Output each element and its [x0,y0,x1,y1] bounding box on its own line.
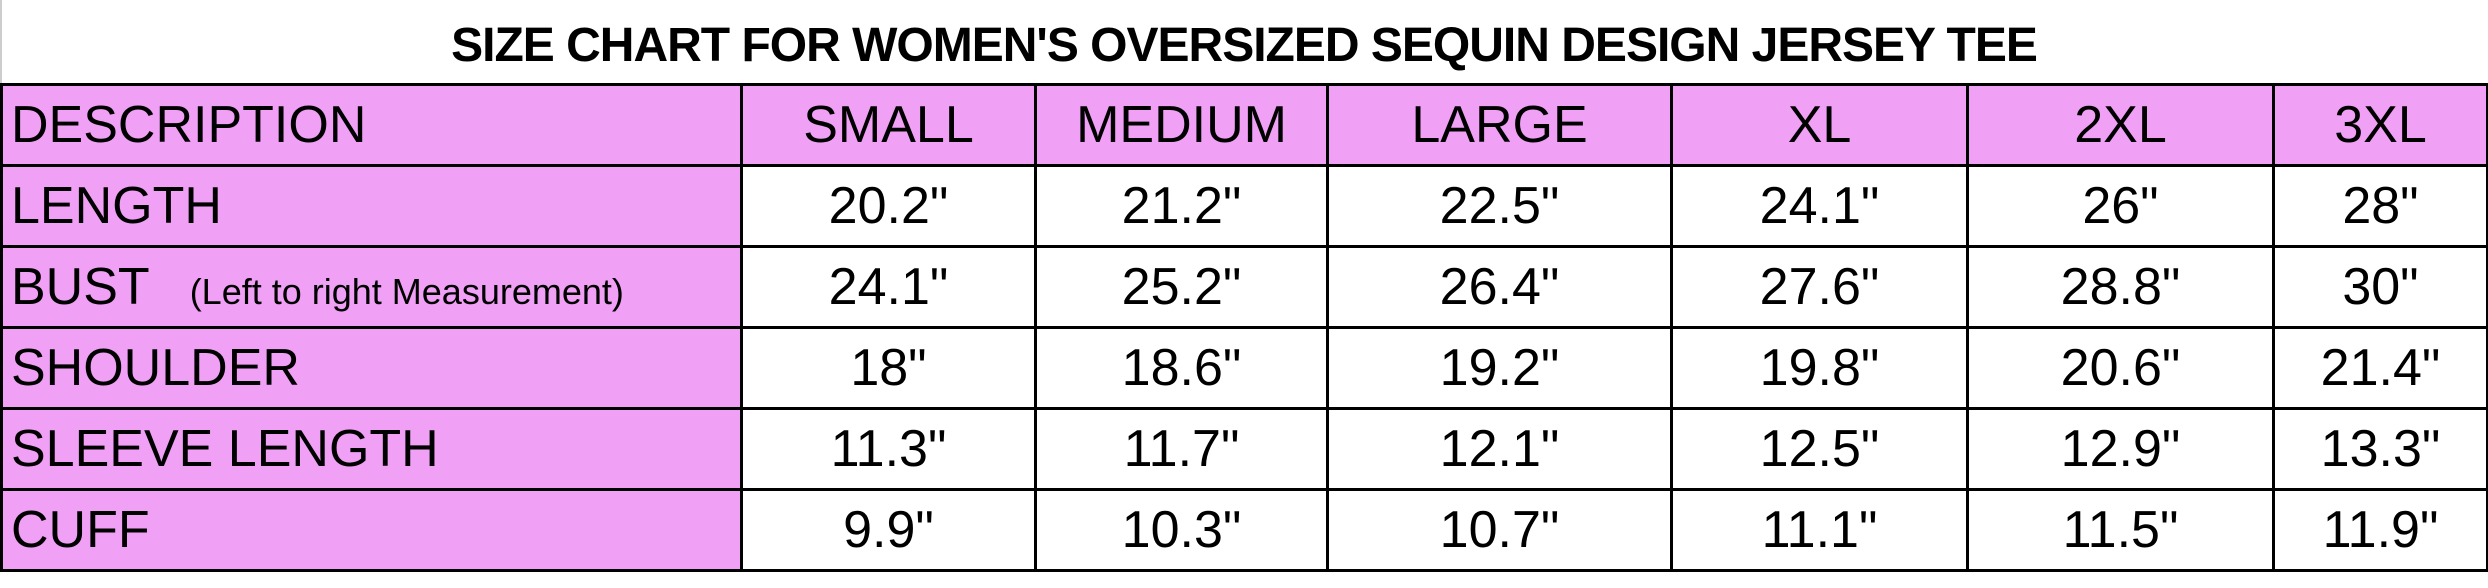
row-label-text: SHOULDER [11,339,300,397]
row-label-text: BUST [11,258,150,316]
measurement-cell: 9.9" [740,488,1037,572]
row-label-text: SLEEVE LENGTH [11,420,439,478]
table-row: CUFF 9.9" 10.3" 10.7" 11.1" 11.5" 11.9" [0,488,2488,572]
measurement-cell: 10.7" [1326,488,1673,572]
row-label: SLEEVE LENGTH [0,407,743,491]
table-row: BUST (Left to right Measurement) 24.1" 25.2… [0,245,2488,329]
measurement-cell: 28" [2272,164,2488,248]
column-header-size: MEDIUM [1034,83,1329,167]
measurement-cell: 11.5" [1966,488,2275,572]
row-label: BUST (Left to right Measurement) [0,245,743,329]
measurement-cell: 24.1" [1670,164,1969,248]
measurement-cell: 13.3" [2272,407,2488,491]
size-chart-table: DESCRIPTION SMALL MEDIUM LARGE XL 2XL 3XL LENGT… [0,83,2488,572]
measurement-cell: 11.1" [1670,488,1969,572]
page-title: SIZE CHART FOR WOMEN'S OVERSIZED SEQUIN … [451,19,2038,72]
column-header-size: 2XL [1966,83,2275,167]
measurement-cell: 30" [2272,245,2488,329]
measurement-cell: 12.5" [1670,407,1969,491]
row-label: SHOULDER [0,326,743,410]
measurement-cell: 28.8" [1966,245,2275,329]
measurement-cell: 21.2" [1034,164,1329,248]
measurement-cell: 12.1" [1326,407,1673,491]
measurement-cell: 26.4" [1326,245,1673,329]
left-edge-divider [0,0,2,84]
measurement-cell: 21.4" [2272,326,2488,410]
table-row: LENGTH 20.2" 21.2" 22.5" 24.1" 26" 28" [0,164,2488,248]
column-header-size: LARGE [1326,83,1673,167]
row-label-text: LENGTH [11,177,222,235]
table-row: SHOULDER 18" 18.6" 19.2" 19.8" 20.6" 21.4" [0,326,2488,410]
measurement-cell: 24.1" [740,245,1037,329]
measurement-cell: 18" [740,326,1037,410]
row-label-note: (Left to right Measurement) [189,271,624,312]
measurement-cell: 10.3" [1034,488,1329,572]
column-header-size: SMALL [740,83,1037,167]
row-label: LENGTH [0,164,743,248]
header-row: DESCRIPTION SMALL MEDIUM LARGE XL 2XL 3XL [0,83,2488,167]
measurement-cell: 20.6" [1966,326,2275,410]
measurement-cell: 20.2" [740,164,1037,248]
measurement-cell: 12.9" [1966,407,2275,491]
measurement-cell: 11.9" [2272,488,2488,572]
measurement-cell: 11.3" [740,407,1037,491]
measurement-cell: 19.2" [1326,326,1673,410]
measurement-cell: 18.6" [1034,326,1329,410]
column-header-description: DESCRIPTION [0,83,743,167]
column-header-size: 3XL [2272,83,2488,167]
measurement-cell: 26" [1966,164,2275,248]
measurement-cell: 11.7" [1034,407,1329,491]
column-header-size: XL [1670,83,1969,167]
measurement-cell: 19.8" [1670,326,1969,410]
table-row: SLEEVE LENGTH 11.3" 11.7" 12.1" 12.5" 12.9" 13… [0,407,2488,491]
row-label-text: CUFF [11,501,150,559]
measurement-cell: 25.2" [1034,245,1329,329]
row-label: CUFF [0,488,743,572]
measurement-cell: 27.6" [1670,245,1969,329]
measurement-cell: 22.5" [1326,164,1673,248]
